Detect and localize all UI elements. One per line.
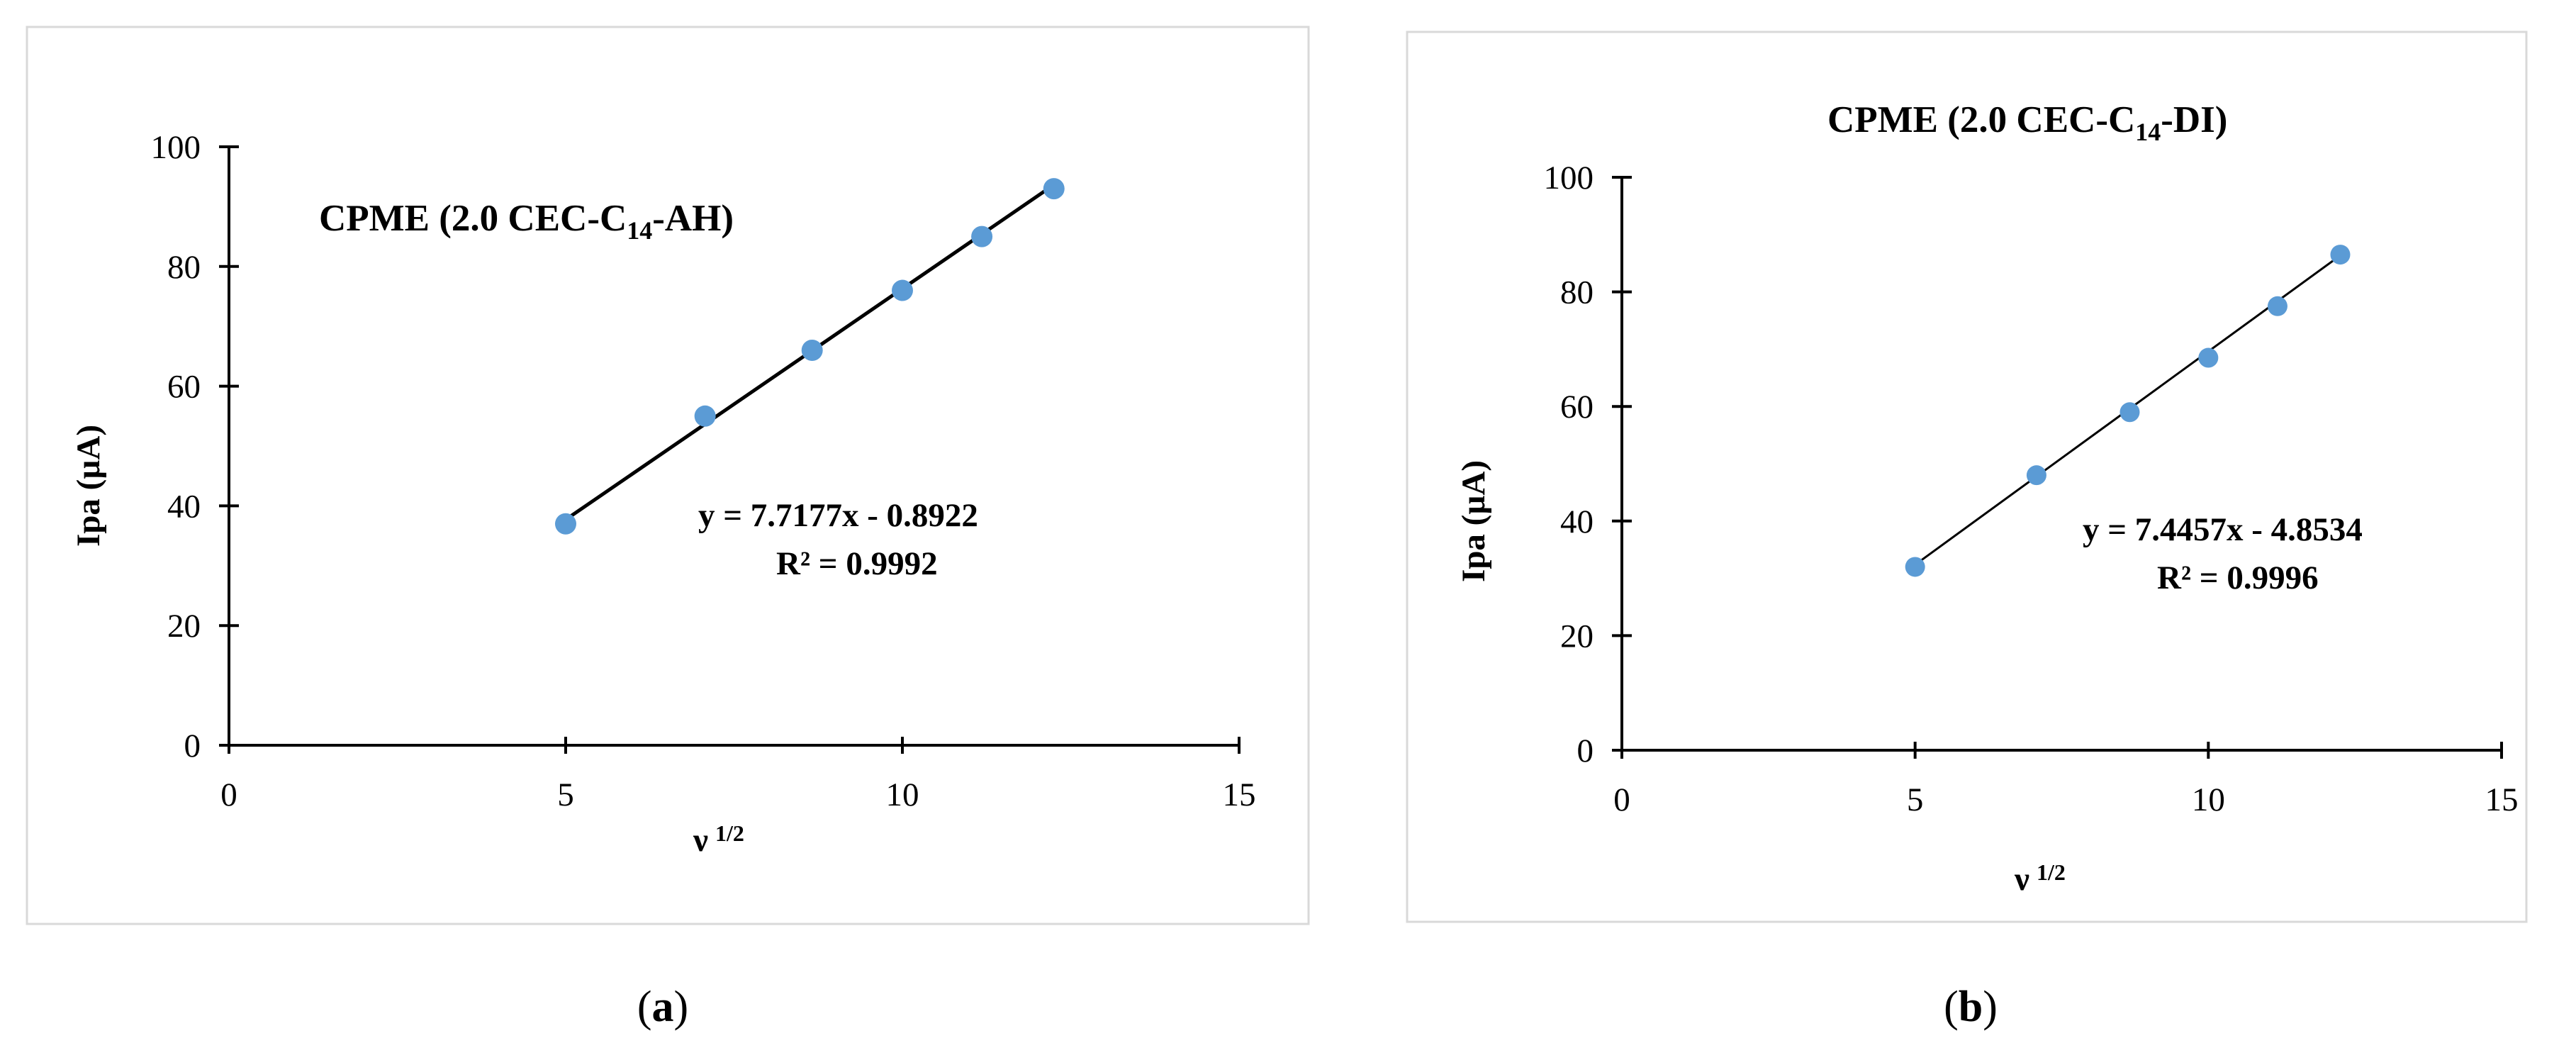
y-tick-label-b: 100	[1544, 160, 1594, 196]
data-point-a	[971, 225, 993, 247]
axes-b: 0 5 10 15 0 20 40 60 80 100	[1544, 160, 2519, 818]
x-tick-label-a: 15	[1223, 776, 1256, 813]
data-point-b	[1905, 557, 1925, 577]
data-point-b	[2026, 465, 2046, 486]
data-point-b	[2330, 245, 2351, 265]
marks-b	[1905, 245, 2351, 577]
r-squared-b: R² = 0.9996	[2157, 559, 2319, 596]
y-tick-label-a: 100	[151, 129, 201, 166]
axes-a: 0 5 10 15 0 20 40 60 80 100	[151, 129, 1256, 813]
x-axis-label-a: ν 1/2	[693, 820, 744, 859]
chart-panel-a: 0 5 10 15 0 20 40 60 80 100 CPME (2.0 CEC-C14-AH)…	[26, 26, 1310, 925]
y-tick-label-b: 0	[1577, 732, 1594, 769]
y-tick-label-b: 20	[1560, 618, 1594, 654]
caption-b: (b)	[1944, 983, 1998, 1031]
chart-title-b: CPME (2.0 CEC-C14-DI)	[1827, 99, 2227, 146]
y-tick-label-a: 40	[167, 488, 201, 525]
data-point-a	[1043, 178, 1065, 200]
x-tick-label-b: 15	[2485, 781, 2519, 818]
y-tick-label-b: 80	[1560, 274, 1594, 311]
x-axis-label-b: ν 1/2	[2014, 859, 2066, 898]
x-tick-label-a: 5	[557, 776, 574, 813]
r-squared-a: R² = 0.9992	[776, 545, 938, 582]
chart-panel-b: 0 5 10 15 0 20 40 60 80 100 CPME (2.0 CEC-C14-DI)…	[1406, 30, 2528, 923]
data-point-b	[2198, 347, 2219, 368]
data-point-b	[2267, 296, 2287, 316]
y-axis-label-b: Ipa (µA)	[1455, 460, 1492, 582]
chart-border-a	[26, 26, 1310, 925]
data-point-a	[555, 513, 576, 535]
y-tick-label-a: 20	[167, 608, 201, 645]
y-tick-label-b: 40	[1560, 503, 1594, 540]
x-tick-label-b: 10	[2192, 781, 2225, 818]
chart-title-a: CPME (2.0 CEC-C14-AH)	[319, 198, 734, 245]
x-tick-label-a: 10	[886, 776, 919, 813]
data-point-a	[694, 405, 716, 427]
y-tick-label-a: 60	[167, 369, 201, 406]
data-point-a	[801, 339, 823, 361]
data-point-a	[892, 279, 913, 301]
y-tick-label-b: 60	[1560, 389, 1594, 425]
marks-a	[555, 178, 1065, 535]
y-tick-label-a: 80	[167, 249, 201, 286]
x-tick-label-b: 0	[1613, 781, 1630, 818]
x-tick-label-a: 0	[220, 776, 237, 813]
y-axis-label-a: Ipa (µA)	[70, 425, 107, 547]
data-point-b	[2119, 402, 2140, 423]
trendline-equation-a: y = 7.7177x - 0.8922	[698, 497, 978, 534]
x-tick-label-b: 5	[1907, 781, 1924, 818]
chart-border-b	[1406, 30, 2528, 923]
y-tick-label-a: 0	[184, 728, 201, 764]
caption-a: (a)	[637, 983, 688, 1031]
trendline-equation-b: y = 7.4457x - 4.8534	[2083, 511, 2363, 548]
